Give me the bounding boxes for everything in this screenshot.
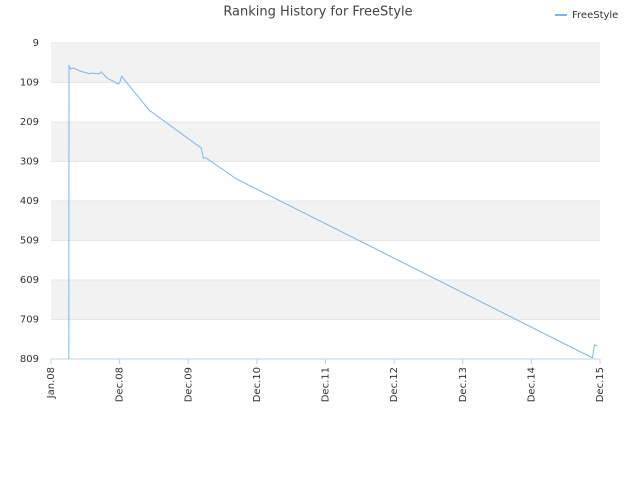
- x-tick-label: Dec.09: [183, 367, 194, 402]
- legend-label: FreeStyle: [572, 10, 618, 21]
- x-tick-label: Dec.12: [389, 367, 400, 402]
- y-tick-label: 709: [20, 315, 39, 326]
- y-tick-label: 609: [20, 275, 39, 286]
- x-tick-label: Dec.15: [595, 367, 606, 402]
- line-series: [68, 64, 598, 360]
- y-tick-label: 209: [20, 117, 39, 128]
- x-tick-label: Dec.13: [458, 367, 469, 402]
- grid-band: [51, 122, 600, 162]
- y-tick-label: 409: [20, 196, 39, 207]
- y-tick-label: 109: [20, 78, 39, 89]
- x-tick-label: Dec.14: [526, 367, 537, 402]
- y-tick-label: 809: [20, 354, 39, 365]
- x-tick-label: Dec.10: [252, 367, 263, 402]
- y-tick-label: 509: [20, 236, 39, 247]
- grid-band: [51, 280, 600, 320]
- x-tick-label: Dec.08: [115, 367, 126, 402]
- chart-title: Ranking History for FreeStyle: [223, 5, 412, 20]
- grid-band: [51, 43, 600, 83]
- grid-band: [51, 201, 600, 241]
- x-tick-label: Jan.08: [46, 367, 57, 399]
- y-tick-label: 9: [33, 38, 39, 49]
- y-tick-label: 309: [20, 157, 39, 168]
- x-tick-label: Dec.11: [321, 367, 332, 402]
